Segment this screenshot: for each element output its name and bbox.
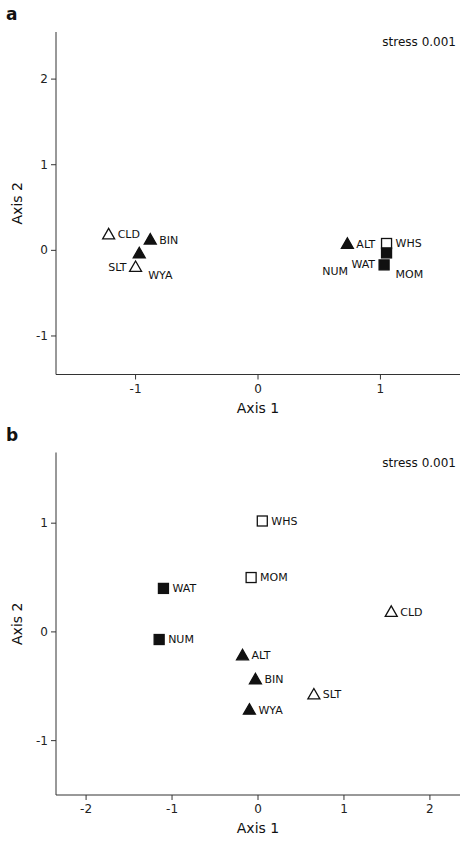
x-axis-label: Axis 1 bbox=[237, 820, 279, 836]
x-tick bbox=[429, 795, 430, 800]
y-tick-label: 0 bbox=[40, 243, 48, 257]
point-label: ALT bbox=[356, 238, 375, 251]
point-label: SLT bbox=[108, 261, 127, 274]
point-square bbox=[379, 260, 389, 270]
y-axis-label: Axis 2 bbox=[9, 182, 25, 224]
point-triangle bbox=[237, 649, 249, 660]
y-tick bbox=[51, 631, 56, 632]
annotation: stress 0.001 bbox=[382, 35, 456, 49]
point-label: BIN bbox=[264, 673, 283, 686]
point-label: WYA bbox=[148, 269, 173, 282]
figure: -1 0 1 -1 0 1 2 Axis 1 Axis 2 a stress 0.001 NUM CLD… bbox=[0, 0, 474, 841]
point-labels: NUM CLD BIN WYA SLT ALT WHS MOM WAT bbox=[108, 228, 423, 282]
panel-label: a bbox=[6, 4, 17, 24]
point-label: MOM bbox=[396, 268, 424, 281]
annotation: stress 0.001 bbox=[382, 456, 456, 470]
x-tick bbox=[258, 795, 259, 800]
point-label: WHS bbox=[271, 515, 297, 528]
point-label: SLT bbox=[323, 688, 342, 701]
y-tick bbox=[51, 164, 56, 165]
point-triangle bbox=[308, 688, 320, 699]
point-triangle bbox=[133, 247, 145, 257]
x-tick-label: 0 bbox=[254, 802, 262, 816]
point-label: NUM bbox=[322, 265, 348, 278]
panel: -2 -1 0 1 2 -1 0 1 Axis 1 Axis 2 b stress 0.001 WHS M… bbox=[6, 425, 460, 837]
x-tick bbox=[172, 795, 173, 800]
points bbox=[154, 516, 397, 714]
x-axis-label: Axis 1 bbox=[237, 400, 279, 416]
x-tick-label: 2 bbox=[426, 802, 434, 816]
point-label: WHS bbox=[396, 237, 422, 250]
x-tick bbox=[135, 375, 136, 380]
y-tick-label: -1 bbox=[36, 329, 48, 343]
point-label: ALT bbox=[252, 649, 271, 662]
point-triangle bbox=[144, 234, 156, 245]
point-triangle bbox=[341, 238, 353, 249]
x-tick-label: -2 bbox=[80, 802, 92, 816]
y-tick-label: -1 bbox=[36, 734, 48, 748]
x-tick bbox=[86, 795, 87, 800]
y-tick bbox=[51, 523, 56, 524]
point-label: MOM bbox=[260, 571, 288, 584]
point-triangle bbox=[103, 228, 115, 239]
y-tick-label: 1 bbox=[40, 158, 48, 172]
y-tick-label: 0 bbox=[40, 625, 48, 639]
y-axis bbox=[56, 453, 57, 796]
point-triangle bbox=[249, 673, 261, 684]
panel: -1 0 1 -1 0 1 2 Axis 1 Axis 2 a stress 0.001 NUM CLD… bbox=[6, 4, 460, 416]
x-tick-label: -1 bbox=[130, 382, 142, 396]
point-square bbox=[382, 248, 392, 258]
x-tick-label: 1 bbox=[340, 802, 348, 816]
point-square bbox=[246, 573, 256, 583]
x-tick-label: -1 bbox=[166, 802, 178, 816]
x-tick-label: 0 bbox=[254, 382, 262, 396]
point-square bbox=[154, 635, 164, 645]
point-label: WAT bbox=[172, 582, 196, 595]
y-tick bbox=[51, 335, 56, 336]
points bbox=[103, 228, 392, 271]
y-axis bbox=[56, 32, 57, 375]
point-label: CLD bbox=[118, 228, 140, 241]
x-tick-label: 1 bbox=[377, 382, 385, 396]
panel-label: b bbox=[6, 425, 18, 445]
x-tick bbox=[343, 795, 344, 800]
point-square bbox=[158, 583, 168, 593]
point-square bbox=[257, 516, 267, 526]
y-tick bbox=[51, 79, 56, 80]
point-label: CLD bbox=[400, 606, 422, 619]
point-triangle bbox=[385, 606, 397, 617]
point-label: NUM bbox=[168, 633, 194, 646]
y-tick-label: 2 bbox=[40, 72, 48, 86]
point-triangle bbox=[130, 261, 142, 272]
point-square bbox=[382, 238, 392, 248]
y-tick-label: 1 bbox=[40, 516, 48, 530]
x-tick bbox=[380, 375, 381, 380]
x-tick bbox=[258, 375, 259, 380]
point-label: BIN bbox=[159, 234, 178, 247]
y-tick bbox=[51, 250, 56, 251]
point-triangle bbox=[243, 704, 255, 715]
y-tick bbox=[51, 740, 56, 741]
point-label: WYA bbox=[258, 704, 283, 717]
point-label: WAT bbox=[351, 258, 375, 271]
point-labels: WHS MOM WAT NUM ALT BIN WYA SLT CLD bbox=[168, 515, 422, 717]
y-axis-label: Axis 2 bbox=[9, 603, 25, 645]
